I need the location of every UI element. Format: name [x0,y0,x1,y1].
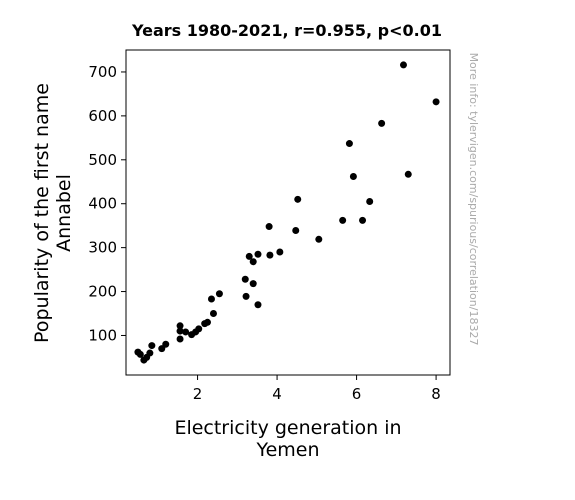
data-point [207,295,215,303]
data-point [292,227,300,235]
data-point [378,119,386,127]
y-tick-label: 400 [88,195,117,213]
x-axis-ticks: 2 4 6 8 [193,375,441,403]
data-point [249,280,257,288]
x-tick-label: 4 [272,385,282,403]
data-point [432,98,440,106]
data-point [148,342,156,350]
data-point [242,292,250,300]
y-tick-label: 200 [88,283,117,301]
data-point [276,248,284,256]
x-tick-label: 2 [193,385,203,403]
x-axis-label-line-1: Electricity generation in [174,417,401,439]
data-point [349,172,357,180]
data-point [339,216,347,224]
data-point [241,275,249,283]
data-point [265,223,273,231]
source-watermark: More info: tylervigen.com/spurious/corre… [467,53,480,346]
data-point [294,195,302,203]
data-point [399,61,407,69]
x-tick-label: 6 [352,385,362,403]
data-point [176,322,184,330]
y-tick-label: 300 [88,239,117,257]
data-point [215,290,223,298]
y-axis-label-line-2: Annabel [53,174,75,252]
y-tick-label: 600 [88,107,117,125]
x-axis-label-line-2: Yemen [255,439,319,461]
data-points [134,61,440,364]
data-point [359,216,367,224]
y-tick-label: 700 [88,63,117,81]
data-point [249,258,257,266]
data-point [254,301,262,309]
data-point [146,349,154,357]
data-point [182,328,190,336]
data-point [162,340,170,348]
plot-area-frame [125,49,451,376]
y-tick-label: 500 [88,151,117,169]
chart-title: Years 1980-2021, r=0.955, p<0.01 [131,21,442,40]
data-point [345,140,353,148]
y-axis-ticks: 100 200 300 400 500 600 700 [88,63,126,344]
x-tick-label: 8 [431,385,441,403]
y-axis-label-line-1: Popularity of the first name [31,83,53,343]
data-point [315,235,323,243]
data-point [209,310,217,318]
data-point [203,318,211,326]
data-point [266,251,274,259]
data-point [254,250,262,258]
data-point [245,252,253,260]
data-point [404,170,412,178]
data-point [176,335,184,343]
data-point [366,198,374,206]
data-point [176,327,184,335]
data-point [195,325,203,333]
y-tick-label: 100 [88,326,117,344]
data-point [136,350,144,358]
